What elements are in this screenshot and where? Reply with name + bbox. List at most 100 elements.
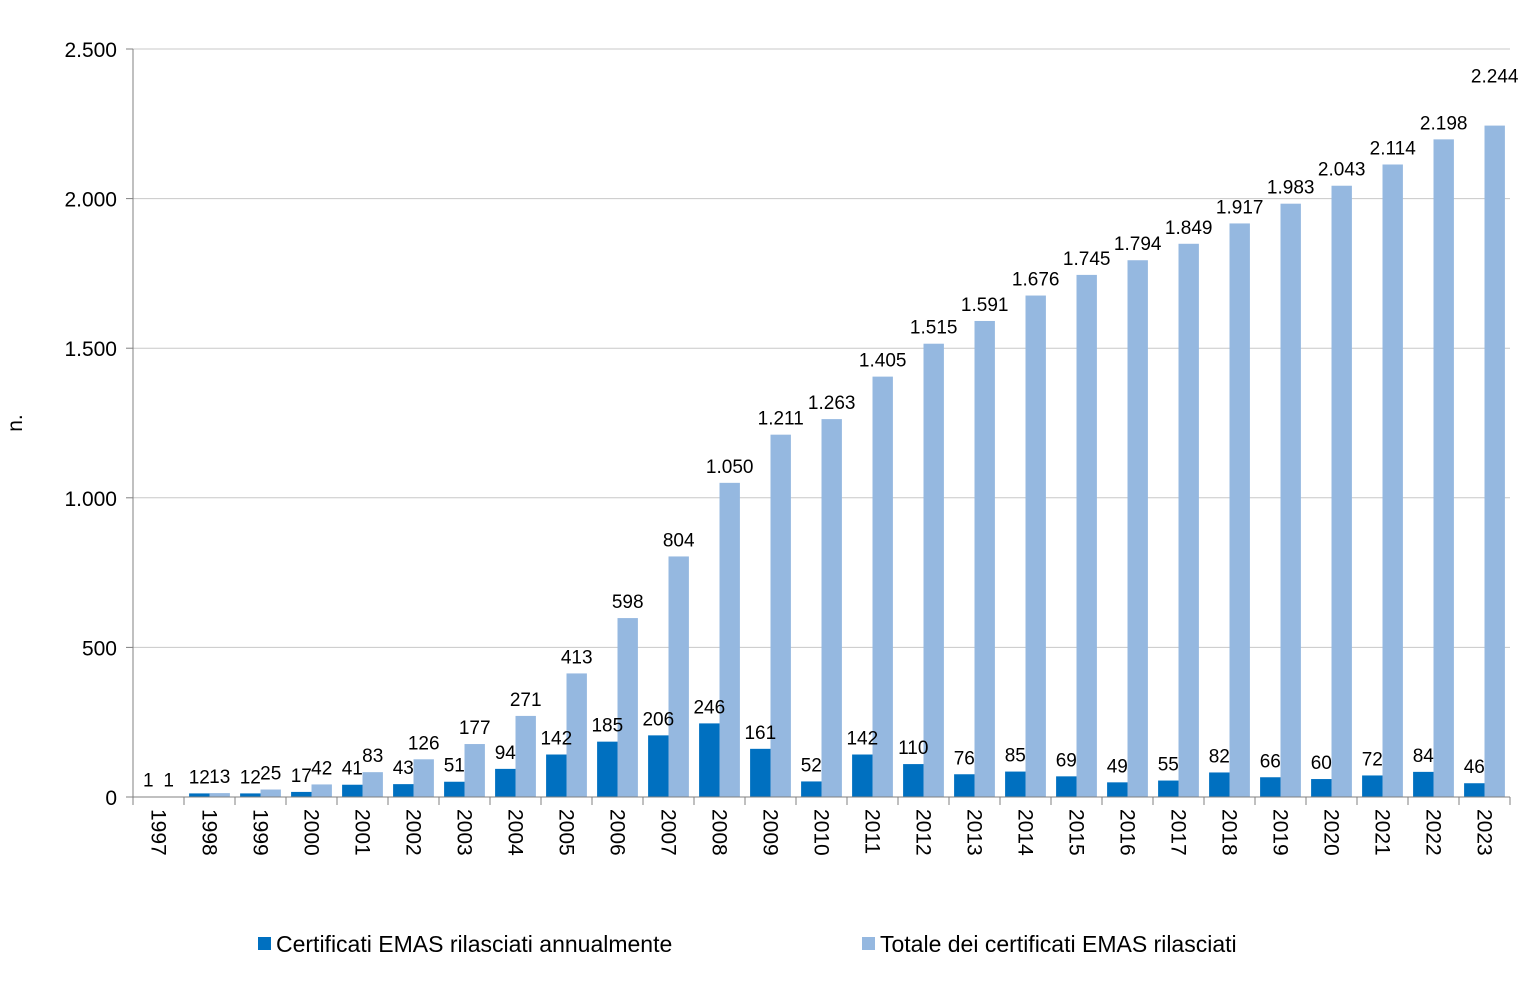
data-label-annual: 1 bbox=[143, 771, 154, 792]
bar-annual bbox=[546, 754, 567, 797]
x-tick-label: 2010 bbox=[810, 809, 833, 856]
data-label-total: 1.591 bbox=[961, 295, 1009, 316]
x-tick-label: 2014 bbox=[1014, 809, 1037, 856]
bar-annual bbox=[495, 768, 516, 797]
data-label-total: 1.849 bbox=[1165, 218, 1213, 239]
data-label-total: 2.043 bbox=[1318, 160, 1366, 181]
data-label-total: 83 bbox=[362, 746, 383, 767]
data-label-annual: 52 bbox=[801, 755, 822, 776]
bar-annual bbox=[1056, 776, 1077, 797]
data-label-annual: 41 bbox=[342, 759, 363, 780]
data-label-total: 1.917 bbox=[1216, 197, 1264, 218]
x-tick-label: 2018 bbox=[1218, 809, 1241, 856]
y-tick-label: 0 bbox=[105, 787, 117, 810]
data-label-total: 42 bbox=[311, 758, 332, 779]
data-label-annual: 185 bbox=[591, 716, 623, 737]
data-label-annual: 12 bbox=[189, 767, 210, 788]
bar-total bbox=[617, 618, 638, 797]
data-label-annual: 84 bbox=[1413, 746, 1435, 767]
bar-annual bbox=[393, 784, 414, 797]
bar-total bbox=[974, 320, 995, 797]
bar-annual bbox=[648, 735, 669, 797]
data-label-annual: 206 bbox=[642, 709, 674, 730]
bar-annual bbox=[1209, 772, 1230, 797]
data-label-annual: 110 bbox=[898, 738, 928, 759]
data-label-total: 13 bbox=[209, 767, 230, 788]
data-label-total: 126 bbox=[408, 733, 440, 754]
x-tick-label: 1998 bbox=[198, 809, 221, 856]
data-label-total: 2.198 bbox=[1420, 113, 1468, 134]
legend-label: Totale dei certificati EMAS rilasciati bbox=[880, 931, 1237, 957]
bar-annual bbox=[240, 793, 261, 797]
y-axis-title: n. bbox=[4, 414, 27, 432]
x-tick-label: 2021 bbox=[1371, 809, 1394, 856]
bars bbox=[138, 125, 1505, 798]
data-label-total: 1.405 bbox=[859, 351, 907, 372]
x-tick-label: 2007 bbox=[657, 809, 680, 856]
bar-annual bbox=[1362, 775, 1383, 797]
x-tick-label: 2009 bbox=[759, 809, 782, 856]
bar-annual bbox=[444, 781, 465, 797]
data-label-total: 598 bbox=[612, 592, 644, 613]
bar-annual bbox=[903, 764, 924, 797]
bar-annual bbox=[699, 723, 720, 797]
x-tick-label: 2020 bbox=[1320, 809, 1343, 856]
y-tick-label: 1.000 bbox=[64, 488, 117, 511]
bar-total bbox=[1178, 243, 1199, 798]
bar-total bbox=[1280, 203, 1301, 797]
x-tick-label: 2017 bbox=[1167, 809, 1190, 856]
bar-total bbox=[719, 482, 740, 797]
bar-total bbox=[260, 789, 281, 797]
data-label-total: 271 bbox=[510, 690, 542, 711]
x-tick-label: 2005 bbox=[555, 809, 578, 856]
data-label-annual: 246 bbox=[693, 697, 725, 718]
data-label-total: 1.745 bbox=[1063, 249, 1111, 270]
x-tick-label: 1997 bbox=[147, 809, 170, 856]
bar-annual bbox=[342, 784, 363, 797]
data-label-total: 2.244 bbox=[1471, 67, 1519, 88]
bar-annual bbox=[1107, 782, 1128, 797]
bar-total bbox=[821, 419, 842, 797]
bar-annual bbox=[852, 754, 873, 797]
legend-swatch bbox=[862, 937, 875, 950]
bar-total bbox=[362, 772, 383, 797]
bar-total bbox=[668, 556, 689, 797]
bar-annual bbox=[1464, 783, 1485, 797]
data-label-annual: 55 bbox=[1158, 755, 1179, 776]
bar-total bbox=[1025, 295, 1046, 797]
bar-annual bbox=[1260, 777, 1281, 797]
data-label-total: 25 bbox=[260, 764, 281, 785]
data-label-annual: 69 bbox=[1056, 750, 1077, 771]
bar-total bbox=[1127, 260, 1148, 797]
bar-annual bbox=[801, 781, 822, 797]
y-tick-label: 1.500 bbox=[64, 338, 117, 361]
x-tick-label: 2006 bbox=[606, 809, 629, 856]
data-label-annual: 12 bbox=[240, 767, 261, 788]
bar-annual bbox=[597, 741, 618, 797]
bar-annual bbox=[1311, 779, 1332, 797]
bar-total bbox=[1331, 185, 1352, 798]
data-label-total: 1.983 bbox=[1267, 178, 1315, 199]
bar-annual bbox=[291, 791, 312, 797]
y-tick-label: 2.500 bbox=[64, 39, 117, 62]
x-tick-label: 2001 bbox=[351, 809, 374, 856]
data-label-annual: 142 bbox=[540, 729, 572, 750]
x-tick-label: 2015 bbox=[1065, 809, 1088, 856]
x-tick-label: 2022 bbox=[1422, 809, 1445, 856]
bar-total bbox=[464, 744, 485, 797]
legend: Certificati EMAS rilasciati annualmente T… bbox=[258, 931, 1237, 957]
x-tick-label: 2004 bbox=[504, 809, 527, 856]
x-tick-label: 2016 bbox=[1116, 809, 1139, 856]
bar-total bbox=[872, 376, 893, 797]
x-tick-label: 2000 bbox=[300, 809, 323, 856]
bar-annual bbox=[189, 793, 210, 797]
data-label-annual: 82 bbox=[1209, 746, 1230, 767]
bar-total bbox=[1382, 164, 1403, 797]
data-label-total: 2.114 bbox=[1370, 138, 1417, 159]
legend-swatch bbox=[258, 937, 271, 950]
data-label-annual: 46 bbox=[1464, 757, 1485, 778]
bar-total bbox=[1076, 274, 1097, 797]
bar-total bbox=[1433, 139, 1454, 797]
bar-annual bbox=[1005, 771, 1026, 797]
bar-annual bbox=[1158, 780, 1179, 797]
